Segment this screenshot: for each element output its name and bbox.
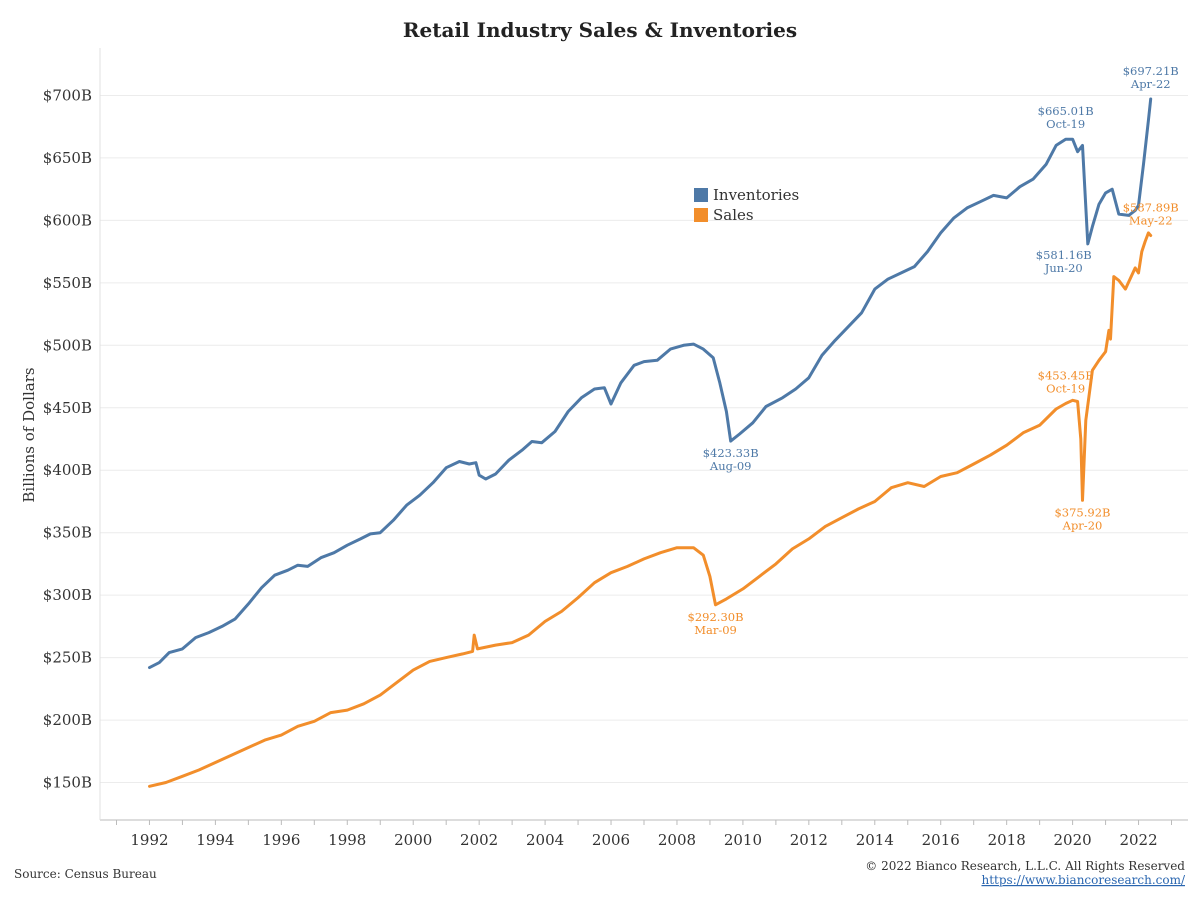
y-tick-label: $450B [43,399,92,417]
y-tick-label: $200B [43,711,92,729]
x-tick-label: 2020 [1054,831,1092,849]
y-tick-label: $700B [43,86,92,104]
copyright-note: © 2022 Bianco Research, L.L.C. All Right… [865,859,1185,873]
x-tick-label: 2014 [856,831,894,849]
legend-label: Inventories [713,186,799,204]
x-tick-label: 2000 [394,831,432,849]
y-tick-label: $400B [43,461,92,479]
annotation-date: Jun-20 [1044,261,1083,275]
x-tick-label: 2010 [724,831,762,849]
series-line-sales [148,231,1153,788]
annotations: $423.33BAug-09$665.01BOct-19$581.16BJun-… [688,64,1179,637]
x-tick-label: 2016 [922,831,960,849]
annotation-value: $453.45B [1038,368,1094,382]
x-tick-label: 1992 [130,831,168,849]
annotation-date: Mar-09 [694,623,737,637]
annotation-value: $665.01B [1038,104,1094,118]
grid [100,94,1188,784]
y-axis-label: Billions of Dollars [20,367,38,502]
y-tick-label: $300B [43,586,92,604]
y-tick-label: $550B [43,274,92,292]
annotation-value: $292.30B [688,610,744,624]
annotation-value: $581.16B [1036,248,1092,262]
y-tick-label: $250B [43,649,92,667]
annotation-value: $375.92B [1054,505,1110,519]
y-tick-label: $650B [43,149,92,167]
annotation-date: Aug-09 [709,459,752,473]
y-tick-label: $350B [43,524,92,542]
axes: $150B $200B $250B $300B $350B $400B $450B $500B… [43,48,1188,849]
website-link[interactable]: https://www.biancoresearch.com/ [981,873,1185,887]
x-tick-label: 1994 [196,831,234,849]
chart-title: Retail Industry Sales & Inventories [403,18,797,42]
annotation-value: $697.21B [1123,64,1179,78]
annotation-date: Apr-22 [1130,77,1171,91]
annotation-value: $423.33B [703,446,759,460]
annotation-date: Oct-19 [1046,117,1085,131]
source-note: Source: Census Bureau [14,867,157,881]
x-tick-label: 1996 [262,831,300,849]
y-tick-label: $600B [43,211,92,229]
x-tick-label: 2002 [460,831,498,849]
y-tick-label: $150B [43,774,92,792]
annotation-date: Apr-20 [1062,518,1103,532]
x-tick-label: 2004 [526,831,564,849]
x-tick-label: 2018 [988,831,1026,849]
x-tick-label: 2022 [1119,831,1157,849]
legend: Inventories Sales [694,186,799,224]
series-line-inventories [148,97,1153,670]
legend-swatch-inventories [694,188,708,202]
y-tick-label: $500B [43,336,92,354]
x-tick-label: 1998 [328,831,366,849]
legend-label: Sales [713,206,754,224]
x-tick-label: 2008 [658,831,696,849]
annotation-date: May-22 [1129,214,1173,228]
series [148,97,1153,788]
annotation-value: $587.89B [1123,201,1179,215]
annotation-date: Oct-19 [1046,381,1085,395]
x-tick-label: 2012 [790,831,828,849]
x-tick-label: 2006 [592,831,630,849]
legend-swatch-sales [694,208,708,222]
